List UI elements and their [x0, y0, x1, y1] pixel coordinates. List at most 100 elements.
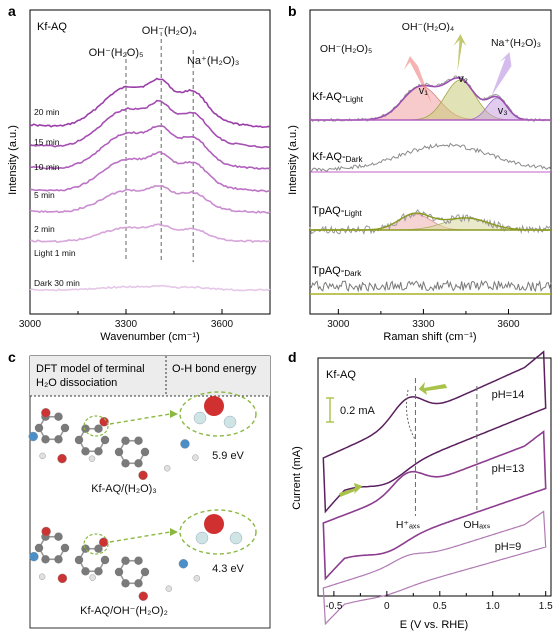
panel-letter: a: [8, 3, 16, 19]
spectrum-label: Kf-AQ-Light: [312, 91, 364, 104]
tp-dark-spectrum: [309, 279, 552, 293]
atom: [165, 585, 172, 592]
v1-label: v₁: [419, 85, 429, 97]
plot-frame: [309, 9, 552, 315]
v3-label: v₃: [498, 105, 508, 117]
hydrogen-atom: [229, 531, 243, 545]
carbon-atom: [134, 556, 143, 565]
x-axis-label: E (V vs. RHE): [400, 619, 468, 631]
x-axis-label: Wavenumber (cm⁻¹): [100, 331, 200, 343]
zoom-circle: [179, 509, 257, 555]
atom: [57, 453, 67, 464]
carbon-atom: [121, 459, 130, 468]
y-axis-label: Intensity (a.u.): [287, 125, 299, 195]
hydrogen-atom: [195, 531, 209, 545]
atom: [99, 417, 109, 427]
plot-frame: [29, 9, 271, 315]
curve-label: 15 min: [34, 137, 60, 147]
panel-b: b Kf-AQ-Light Kf-AQ-Dark TpAQ-Light TpAQ-Da…: [280, 0, 559, 345]
arrow-v2: [453, 34, 467, 72]
panel-c: c DFT model of terminal H₂O dissociation …: [0, 348, 280, 634]
scale-bar-label: 0.2 mA: [340, 405, 376, 417]
spectrum-line: [29, 125, 271, 170]
x-tick-label: 1.5: [539, 601, 553, 612]
carbon-atom: [100, 435, 110, 445]
raman-compare-chart: b Kf-AQ-Light Kf-AQ-Dark TpAQ-Light TpAQ-Da…: [287, 3, 552, 343]
sample-label: Kf-AQ: [37, 21, 67, 33]
y-axis-label: Current (mA): [291, 446, 303, 510]
carbon-atom: [74, 555, 84, 565]
panel-a: a Kf-AQ OH⁻(H₂O)₅ OH⁻(H₂O)₄ Na⁺(H₂O)₃ 20 m…: [0, 0, 280, 345]
curve-label: 20 min: [34, 107, 60, 117]
hydrogen-atom: [223, 415, 237, 429]
model-label-2: Kf-AQ/OH⁻(H₂O)₂: [80, 605, 168, 617]
ph13-label: pH=13: [492, 463, 525, 475]
bond-energy-1: 5.9 eV: [212, 450, 244, 462]
carbon-atom: [94, 447, 103, 456]
atom: [192, 454, 199, 461]
peak-label: OH⁻(H₂O)₄: [142, 25, 197, 37]
carbon-atom: [134, 436, 143, 445]
scan-arrow-forward: [339, 483, 363, 497]
h-ads-label: H⁺ₐₓₛ: [396, 519, 420, 531]
y-axis-label: Intensity (a.u.): [7, 125, 19, 195]
carbon-atom: [41, 555, 50, 564]
atom: [88, 455, 96, 462]
plot-frame: [317, 357, 552, 597]
x-tick-label: 3000: [327, 319, 350, 330]
carbon-atom: [54, 532, 63, 541]
atom: [57, 573, 68, 584]
ph14-label: pH=14: [492, 389, 525, 401]
carbon-atom: [34, 543, 44, 553]
atom: [98, 537, 109, 547]
kf-dark-spectrum: [309, 142, 552, 173]
panel-d: d Kf-AQ H⁺ₐₓₛ OHₐₓₛ pH=14 pH=13 pH=9 0.2 mA -…: [280, 348, 559, 634]
header-left: DFT model of terminal H₂O dissociation: [36, 363, 145, 389]
carbon-atom: [140, 447, 150, 457]
curve-label: 10 min: [34, 162, 60, 172]
atom: [180, 439, 190, 449]
carbon-atom: [60, 423, 70, 433]
x-tick-label: 3000: [19, 319, 42, 330]
x-tick-label: 3300: [115, 319, 138, 330]
carbon-atom: [121, 556, 130, 565]
carbon-atom: [74, 435, 84, 445]
bond-energy-2: 4.3 eV: [212, 563, 244, 575]
carbon-atom: [134, 459, 143, 468]
curve-label: Dark 30 min: [34, 278, 80, 288]
cv-loop-ph9: [322, 510, 547, 626]
zoom-arrow: [109, 531, 171, 543]
carbon-atom: [121, 436, 130, 445]
header-bg: [30, 356, 270, 396]
panel-letter: b: [288, 3, 297, 19]
atom: [178, 559, 189, 569]
atom: [163, 465, 171, 472]
spectrum-line: [29, 99, 271, 149]
oxygen-atom: [204, 514, 224, 534]
water-highlight: [83, 533, 109, 555]
carbon-atom: [100, 555, 110, 565]
hydrogen-atom: [193, 411, 207, 425]
zoom-arrow: [109, 413, 171, 425]
carbon-atom: [114, 567, 124, 577]
x-tick-label: 3600: [497, 319, 520, 330]
carbon-atom: [94, 424, 103, 433]
peak-label-1: OH⁻(H₂O)₅: [320, 43, 372, 55]
atom: [138, 470, 148, 481]
panel-letter: c: [8, 349, 16, 365]
curve-label: 2 min: [34, 224, 55, 234]
sample-label: Kf-AQ: [326, 369, 356, 381]
spectrum-label: TpAQ-Dark: [312, 265, 362, 278]
carbon-atom: [114, 447, 124, 457]
carbon-atom: [54, 412, 63, 421]
ph9-label: pH=9: [495, 541, 522, 553]
zoom-circle: [179, 391, 257, 437]
carbon-atom: [94, 544, 103, 553]
peak-label: OH⁻(H₂O)₅: [89, 47, 144, 59]
oh-ads-label: OHₐₓₛ: [463, 519, 490, 531]
scan-arrow-reverse: [418, 382, 448, 395]
atom: [39, 452, 46, 460]
x-tick-label: -0.5: [325, 601, 343, 612]
arrow-head: [170, 528, 178, 536]
carbon-atom: [81, 567, 90, 576]
